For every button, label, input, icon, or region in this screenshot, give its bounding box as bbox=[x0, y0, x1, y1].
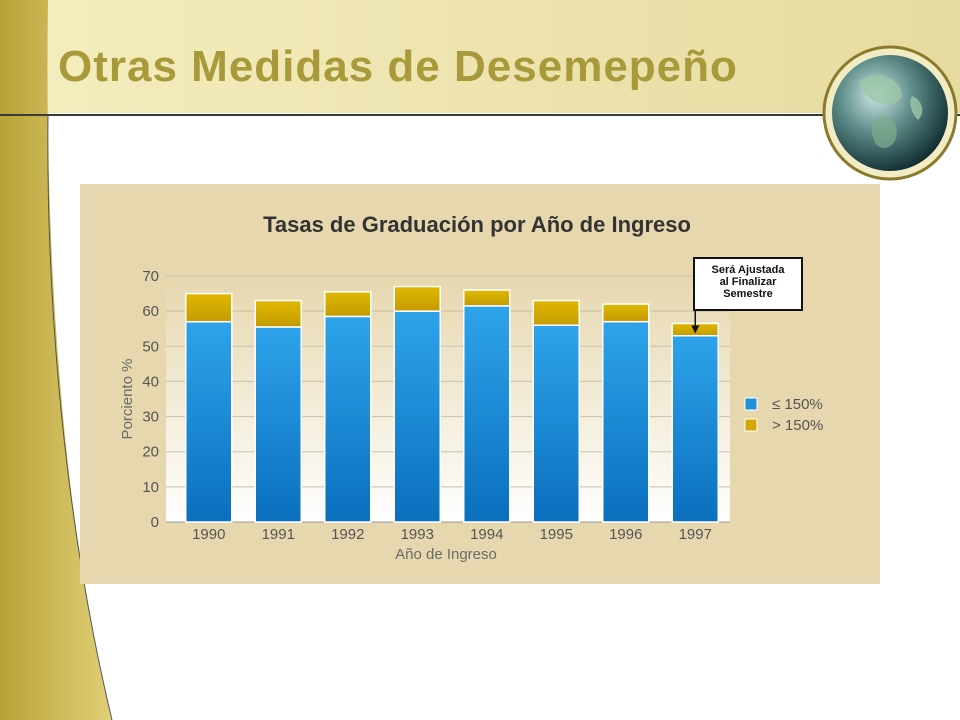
bar-gt-150 bbox=[532, 299, 580, 326]
x-tick-label: 1997 bbox=[679, 526, 712, 543]
globe-icon bbox=[822, 45, 958, 181]
annotation-text: al Finalizar bbox=[720, 276, 778, 288]
bar-le-150 bbox=[602, 320, 650, 523]
x-tick-label: 1990 bbox=[192, 526, 225, 543]
y-tick-label: 70 bbox=[142, 268, 159, 285]
legend-swatch bbox=[744, 397, 758, 411]
y-tick-label: 60 bbox=[142, 303, 159, 320]
x-tick-label: 1995 bbox=[540, 526, 573, 543]
bar-gt-150 bbox=[463, 289, 511, 307]
x-tick-label: 1991 bbox=[262, 526, 295, 543]
x-tick-label: 1992 bbox=[331, 526, 364, 543]
bar-le-150 bbox=[532, 324, 580, 523]
bar-gt-150 bbox=[602, 303, 650, 323]
annotation-box bbox=[693, 257, 803, 311]
bar-gt-150 bbox=[185, 292, 233, 323]
bar-le-150 bbox=[463, 305, 511, 523]
bar-le-150 bbox=[393, 310, 441, 523]
bar-le-150 bbox=[185, 320, 233, 523]
annotation-arrowhead bbox=[691, 325, 700, 334]
y-tick-label: 30 bbox=[142, 409, 159, 426]
legend-swatch bbox=[744, 418, 758, 432]
y-tick-label: 20 bbox=[142, 444, 159, 461]
y-tick-label: 40 bbox=[142, 373, 159, 390]
bar-le-150 bbox=[324, 315, 372, 523]
bar-gt-150 bbox=[324, 291, 372, 318]
annotation-text: Semestre bbox=[723, 288, 773, 300]
bar-gt-150 bbox=[254, 299, 302, 328]
x-axis-label: Año de Ingreso bbox=[395, 546, 497, 563]
y-axis-label: Porciento % bbox=[119, 359, 136, 440]
y-tick-label: 10 bbox=[142, 479, 159, 496]
y-tick-label: 50 bbox=[142, 338, 159, 355]
x-tick-label: 1996 bbox=[609, 526, 642, 543]
bar-le-150 bbox=[254, 326, 302, 523]
slide-title: Otras Medidas de Desemepeño bbox=[58, 42, 738, 91]
swoosh-edge bbox=[47, 114, 113, 720]
legend-label: > 150% bbox=[772, 417, 823, 434]
chart-title: Tasas de Graduación por Año de Ingreso bbox=[263, 212, 691, 237]
annotation-text: Será Ajustada bbox=[712, 264, 786, 276]
graduation-chart: Tasas de Graduación por Año de Ingreso 0… bbox=[80, 184, 880, 584]
bar-le-150 bbox=[671, 334, 719, 523]
legend-label: ≤ 150% bbox=[772, 396, 823, 413]
y-tick-label: 0 bbox=[151, 514, 159, 531]
x-tick-label: 1993 bbox=[401, 526, 434, 543]
left-swoosh bbox=[0, 0, 112, 720]
x-tick-label: 1994 bbox=[470, 526, 503, 543]
bar-gt-150 bbox=[393, 285, 441, 312]
title-banner bbox=[0, 0, 960, 113]
